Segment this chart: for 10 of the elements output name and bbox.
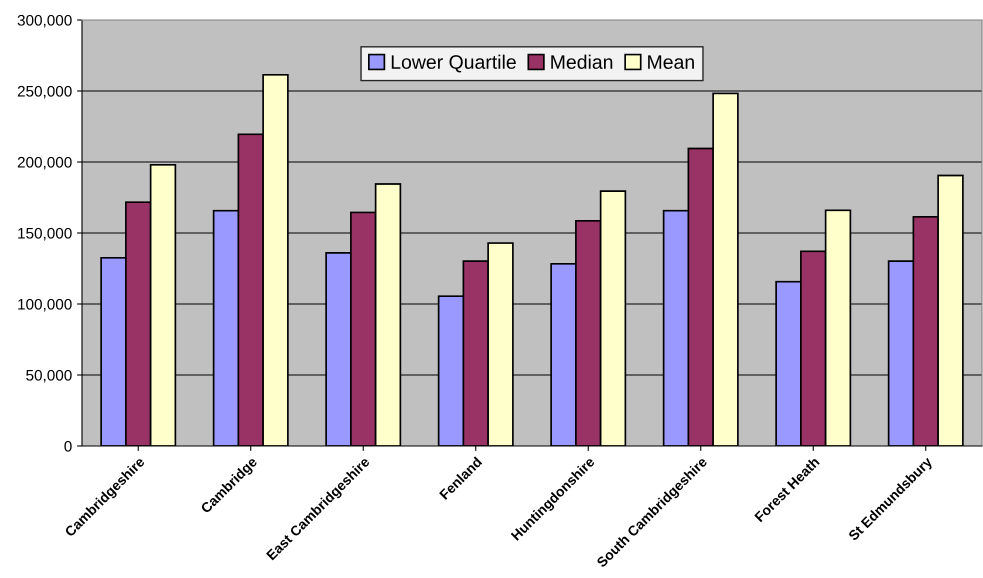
y-tick-label: 250,000 <box>18 86 72 98</box>
y-tick-label: 200,000 <box>18 156 72 170</box>
y-tick-label: 300,000 <box>18 14 72 28</box>
legend-label: Lower Quartile <box>392 54 516 72</box>
legend-label: Mean <box>648 55 694 69</box>
y-tick-label: 150,000 <box>18 228 72 240</box>
y-tick-label: 0 <box>64 440 72 452</box>
y-tick-label: 50,000 <box>26 370 72 382</box>
legend-label: Median <box>551 54 612 69</box>
y-tick-label: 100,000 <box>18 298 72 312</box>
